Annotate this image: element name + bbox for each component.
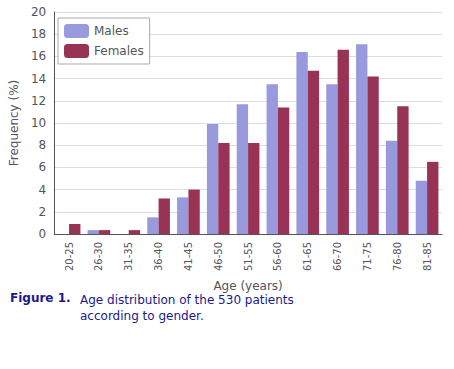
svg-text:16: 16 — [31, 49, 46, 63]
svg-text:14: 14 — [31, 72, 46, 86]
svg-text:12: 12 — [31, 94, 46, 108]
svg-text:Figure 1.: Figure 1. — [10, 291, 71, 305]
svg-text:Age (years): Age (years) — [213, 279, 282, 293]
svg-text:71-75: 71-75 — [362, 242, 373, 271]
svg-text:Frequency (%): Frequency (%) — [7, 80, 21, 167]
svg-text:61-65: 61-65 — [302, 242, 313, 271]
svg-text:20: 20 — [31, 5, 46, 19]
svg-text:Males: Males — [94, 24, 129, 38]
svg-text:Females: Females — [94, 44, 144, 58]
svg-text:8: 8 — [39, 138, 47, 152]
svg-text:81-85: 81-85 — [422, 242, 433, 271]
svg-text:20-25: 20-25 — [64, 242, 75, 271]
svg-text:2: 2 — [39, 205, 47, 219]
svg-text:56-60: 56-60 — [272, 242, 283, 271]
svg-text:according to gender.: according to gender. — [80, 309, 204, 323]
svg-text:26-30: 26-30 — [93, 242, 104, 271]
svg-text:31-35: 31-35 — [123, 242, 134, 271]
svg-text:66-70: 66-70 — [332, 242, 343, 271]
svg-text:46-50: 46-50 — [213, 242, 224, 271]
svg-text:41-45: 41-45 — [183, 242, 194, 271]
svg-text:18: 18 — [31, 27, 46, 41]
svg-text:51-55: 51-55 — [243, 242, 254, 271]
svg-text:0: 0 — [39, 227, 47, 241]
svg-text:36-40: 36-40 — [153, 242, 164, 271]
svg-text:6: 6 — [39, 160, 47, 174]
svg-text:76-80: 76-80 — [392, 242, 403, 271]
svg-text:Age distribution of the 530 pa: Age distribution of the 530 patients — [80, 293, 294, 307]
svg-text:4: 4 — [39, 183, 47, 197]
svg-text:10: 10 — [31, 116, 46, 130]
